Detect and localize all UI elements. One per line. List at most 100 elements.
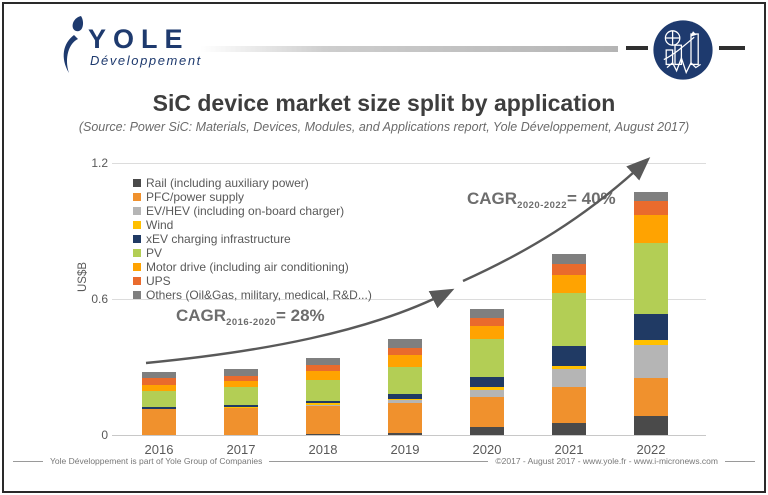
segment-2021-rail-including-auxiliary-power [552,422,586,435]
legend-item-ups: UPS [133,274,372,288]
segment-2020-others-oil-gas-military-medical-r-d [470,308,504,318]
segment-2019-pfc-power-supply [388,403,422,433]
legend-item-pfc-power-supply: PFC/power supply [133,190,372,204]
bar-2019 [388,339,422,435]
bar-2016 [142,371,176,435]
gridline-1-2 [112,163,706,164]
segment-2019-ups [388,348,422,356]
bar-2020 [470,308,504,435]
segment-2019-pv [388,366,422,394]
y-tick-0-6: 0.6 [91,292,108,306]
legend-label: Motor drive (including air conditioning) [146,260,349,274]
page-title: SiC device market size split by applicat… [152,90,616,116]
legend-swatch-icon [133,249,141,257]
x-tick-2017: 2017 [226,442,256,457]
segment-2019-ev-hev-including-on-board-charger [388,399,422,404]
segment-2018-motor-drive-including-air-conditioning [306,371,340,381]
segment-2016-others-oil-gas-military-medical-r-d [142,371,176,379]
segment-2020-xev-charging-infrastructure [470,377,504,388]
legend-item-others-oil-gas-military-medical-r-d: Others (Oil&Gas, military, medical, R&D.… [133,288,372,302]
segment-2018-pv [306,380,340,401]
segment-2022-wind [634,339,668,346]
y-tick-1-2: 1.2 [91,156,108,170]
segment-2018-ups [306,365,340,372]
y-axis-label: US$B [77,261,89,293]
segment-2016-xev-charging-infrastructure [142,406,176,409]
legend-swatch-icon [133,291,141,299]
footer-line-right [725,460,755,462]
header-divider-gradient [200,46,618,52]
segment-2018-others-oil-gas-military-medical-r-d [306,358,340,366]
legend-label: PFC/power supply [146,190,245,204]
segment-2018-rail-including-auxiliary-power [306,433,340,435]
segment-2017-motor-drive-including-air-conditioning [224,380,258,387]
segment-2022-motor-drive-including-air-conditioning [634,215,668,244]
chart-analytics-circle-icon [653,20,713,80]
segment-2021-ev-hev-including-on-board-charger [552,369,586,388]
x-tick-2018: 2018 [308,442,338,457]
legend-swatch-icon [133,221,141,229]
legend-swatch-icon [133,193,141,201]
cagr1-text: CAGR [176,306,227,325]
legend-item-motor-drive-including-air-conditioning: Motor drive (including air conditioning) [133,260,372,274]
footer-line-left [13,460,43,462]
logo-subtitle: Développement [90,53,202,68]
legend-swatch-icon [133,235,141,243]
segment-2016-pfc-power-supply [142,408,176,435]
legend-swatch-icon [133,263,141,271]
segment-2019-motor-drive-including-air-conditioning [388,355,422,367]
segment-2022-others-oil-gas-military-medical-r-d [634,192,668,202]
legend-label: PV [146,246,163,260]
x-axis-line [112,435,706,436]
bar-2022 [634,192,668,435]
segment-2019-xev-charging-infrastructure [388,393,422,399]
y-tick-0: 0 [101,428,108,442]
legend-label: UPS [146,274,171,288]
legend-label: EV/HEV (including on-board charger) [146,204,345,218]
legend-item-xev-charging-infrastructure: xEV charging infrastructure [133,232,372,246]
segment-2020-pfc-power-supply [470,396,504,428]
x-tick-2019: 2019 [390,442,420,457]
badge-left-dash [626,46,648,50]
cagr2-subscript: 2020-2022 [517,200,567,211]
segment-2021-wind [552,365,586,370]
legend-label: Wind [146,218,174,232]
segment-2019-others-oil-gas-military-medical-r-d [388,339,422,349]
legend-item-wind: Wind [133,218,372,232]
segment-2017-pv [224,386,258,405]
legend-swatch-icon [133,277,141,285]
cagr-2016-2020-annotation: CAGR2016-2020= 28% [176,306,325,328]
segment-2017-xev-charging-infrastructure [224,404,258,408]
segment-2021-ups [552,264,586,276]
segment-2019-wind [388,398,422,400]
segment-2020-rail-including-auxiliary-power [470,427,504,435]
segment-2020-motor-drive-including-air-conditioning [470,325,504,339]
legend-label: xEV charging infrastructure [146,232,291,246]
segment-2022-rail-including-auxiliary-power [634,415,668,435]
legend-item-pv: PV [133,246,372,260]
segment-2021-motor-drive-including-air-conditioning [552,275,586,294]
segment-2017-wind [224,407,258,408]
segment-2018-ev-hev-including-on-board-charger [306,404,340,406]
bar-2017 [224,368,258,435]
segment-2020-ups [470,317,504,326]
segment-2018-xev-charging-infrastructure [306,400,340,404]
segment-2017-ups [224,375,258,381]
segment-2016-motor-drive-including-air-conditioning [142,384,176,391]
legend: Rail (including auxiliary power) PFC/powe… [133,176,372,302]
x-tick-2021: 2021 [554,442,584,457]
segment-2022-xev-charging-infrastructure [634,313,668,340]
cagr1-value: = 28% [276,306,325,325]
segment-2018-wind [306,403,340,405]
legend-swatch-icon [133,179,141,187]
legend-item-rail-including-auxiliary-power: Rail (including auxiliary power) [133,176,372,190]
segment-2021-xev-charging-infrastructure [552,345,586,366]
segment-2021-others-oil-gas-military-medical-r-d [552,253,586,265]
cagr-2020-2022-annotation: CAGR2020-2022= 40% [467,189,616,211]
cagr1-subscript: 2016-2020 [226,317,276,328]
bar-2021 [552,253,586,435]
footer-left-text: Yole Développement is part of Yole Group… [50,456,263,466]
segment-2020-ev-hev-including-on-board-charger [470,389,504,397]
yole-logo-mark-icon [63,16,84,73]
